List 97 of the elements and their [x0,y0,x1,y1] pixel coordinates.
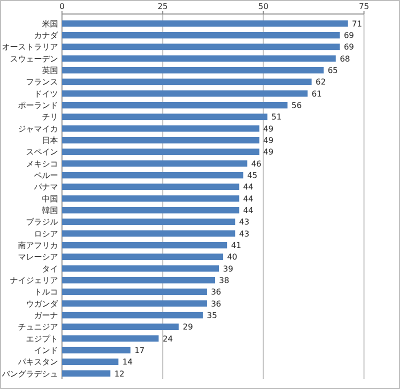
data-label: 24 [162,334,173,344]
bar [62,172,244,178]
y-tick-label: 米国 [42,19,58,28]
bar [62,90,308,97]
data-label: 62 [316,78,326,87]
y-tick-label: フランス [26,78,58,87]
y-tick-label: 中国 [42,194,58,204]
y-tick-label: ポーランド [18,100,58,110]
bar [62,125,260,132]
data-label: 65 [328,66,338,75]
bar [62,32,340,38]
y-tick-label: ウガンダ [26,299,59,308]
bar [62,148,260,156]
bar [62,184,240,190]
data-label: 41 [231,240,242,250]
data-label: 17 [134,346,145,355]
x-tick-label: 25 [158,2,168,11]
y-tick-label: 南アフリカ [18,240,58,250]
y-tick-label: 韓国 [42,206,58,215]
data-label: 43 [239,229,250,238]
y-tick-label: スウェーデン [10,54,58,64]
bar [62,195,240,202]
bar [62,206,240,214]
bar [62,288,207,296]
y-tick-label: メキシコ [26,159,58,168]
y-tick-label: オーストラリア [2,42,58,52]
data-label: 44 [243,206,254,215]
y-tick-label: パナマ [33,182,58,192]
y-tick-label: ブラジル [26,218,58,227]
bar [62,335,159,342]
data-label: 69 [344,31,354,40]
data-label: 46 [251,159,262,168]
data-label: 14 [122,358,133,367]
y-tick-label: 日本 [42,136,58,145]
y-tick-label: ロシア [34,229,58,238]
data-label: 71 [352,19,362,28]
bar [62,324,179,330]
bar [62,136,260,144]
y-tick-label: バングラデシュ [1,369,58,378]
data-label: 45 [247,170,258,180]
data-label: 44 [243,194,254,204]
bar [62,346,130,354]
bar [62,102,288,108]
data-label: 29 [182,322,193,332]
y-tick-label: 英国 [42,66,58,75]
y-tick-label: チリ [42,112,58,122]
y-tick-label: ガーナ [34,310,58,320]
y-tick-label: ナイジェリア [10,276,58,285]
y-tick-label: パキスタン [17,358,58,367]
data-label: 12 [114,369,125,378]
data-label: 44 [243,182,254,192]
data-label: 36 [210,288,222,297]
data-label: 40 [227,252,238,262]
data-label: 61 [312,89,322,98]
y-tick-label: トルコ [34,288,58,297]
bar [62,312,203,318]
bar [62,265,220,272]
bar [62,20,348,27]
y-tick-label: ジャマイカ [18,124,58,134]
data-label: 56 [291,100,302,110]
bar [62,78,312,86]
y-tick-label: マレーシア [18,252,58,262]
data-label: 51 [271,112,282,122]
bar [62,370,110,377]
y-tick-label: インド [34,346,58,355]
data-label: 68 [340,54,350,64]
bar [62,218,236,226]
data-label: 35 [206,310,218,320]
bar [62,114,268,120]
x-tick-label: 50 [258,2,268,11]
bar [62,55,336,62]
x-tick-label: 75 [358,2,370,11]
y-tick-label: タイ [42,264,58,274]
data-label: 36 [210,299,222,308]
y-tick-label: ドイツ [34,89,58,98]
y-tick-label: ペルー [34,170,58,180]
data-label: 49 [263,136,274,145]
data-label: 43 [239,218,250,227]
bar [62,66,324,74]
bar [62,230,236,237]
data-label: 39 [223,264,234,274]
bar [62,254,224,260]
data-label: 49 [263,148,274,157]
y-tick-label: カナダ [34,31,59,40]
y-tick-label: エジプト [26,334,58,344]
y-tick-label: スペイン [26,148,58,157]
bar [62,242,228,248]
x-tick-label: 0 [59,2,65,11]
data-label: 49 [263,124,274,134]
data-label: 69 [344,42,354,52]
y-tick-label: チュニジア [18,322,58,332]
bar [62,358,118,366]
bar [62,276,216,284]
bar [62,300,207,307]
bar [62,44,340,50]
bar [62,160,248,167]
data-label: 38 [219,276,230,285]
